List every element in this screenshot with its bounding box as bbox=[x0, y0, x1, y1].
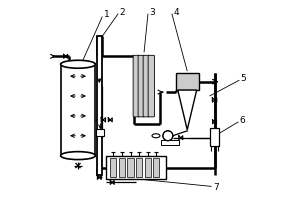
Bar bbox=[176, 73, 199, 90]
Bar bbox=[136, 158, 142, 177]
Bar bbox=[97, 36, 102, 175]
Text: 6: 6 bbox=[239, 116, 245, 125]
Bar bbox=[96, 129, 104, 136]
Circle shape bbox=[163, 131, 173, 141]
Text: 2: 2 bbox=[120, 8, 125, 17]
Text: 4: 4 bbox=[173, 8, 179, 17]
Ellipse shape bbox=[152, 134, 160, 138]
Text: 1: 1 bbox=[104, 10, 110, 19]
Bar bbox=[161, 140, 179, 145]
Bar bbox=[119, 158, 125, 177]
FancyBboxPatch shape bbox=[138, 55, 145, 117]
Bar bbox=[128, 158, 134, 177]
Text: 7: 7 bbox=[213, 183, 219, 192]
Polygon shape bbox=[178, 90, 197, 130]
Bar bbox=[110, 158, 116, 177]
Text: 3: 3 bbox=[150, 8, 155, 17]
FancyBboxPatch shape bbox=[143, 55, 149, 117]
Bar bbox=[145, 158, 151, 177]
Bar bbox=[210, 128, 219, 146]
Bar bbox=[106, 156, 166, 179]
Ellipse shape bbox=[61, 152, 95, 160]
Text: 5: 5 bbox=[240, 74, 246, 83]
Ellipse shape bbox=[61, 60, 95, 68]
Bar bbox=[61, 64, 95, 156]
Bar bbox=[153, 158, 159, 177]
FancyBboxPatch shape bbox=[133, 55, 140, 117]
FancyBboxPatch shape bbox=[148, 55, 154, 117]
